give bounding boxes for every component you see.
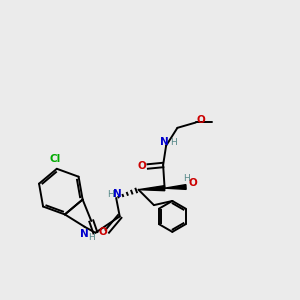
Text: O: O	[196, 115, 205, 125]
Text: N: N	[160, 136, 169, 146]
Text: O: O	[99, 227, 107, 237]
Text: H: H	[107, 190, 114, 199]
Text: H: H	[183, 174, 189, 183]
Text: N: N	[80, 229, 89, 239]
Polygon shape	[139, 186, 165, 191]
Text: Cl: Cl	[50, 154, 61, 164]
Text: H: H	[170, 138, 177, 147]
Text: O: O	[137, 161, 146, 171]
Polygon shape	[165, 184, 186, 189]
Text: O: O	[188, 178, 197, 188]
Text: H: H	[88, 233, 94, 242]
Text: N: N	[113, 189, 122, 200]
